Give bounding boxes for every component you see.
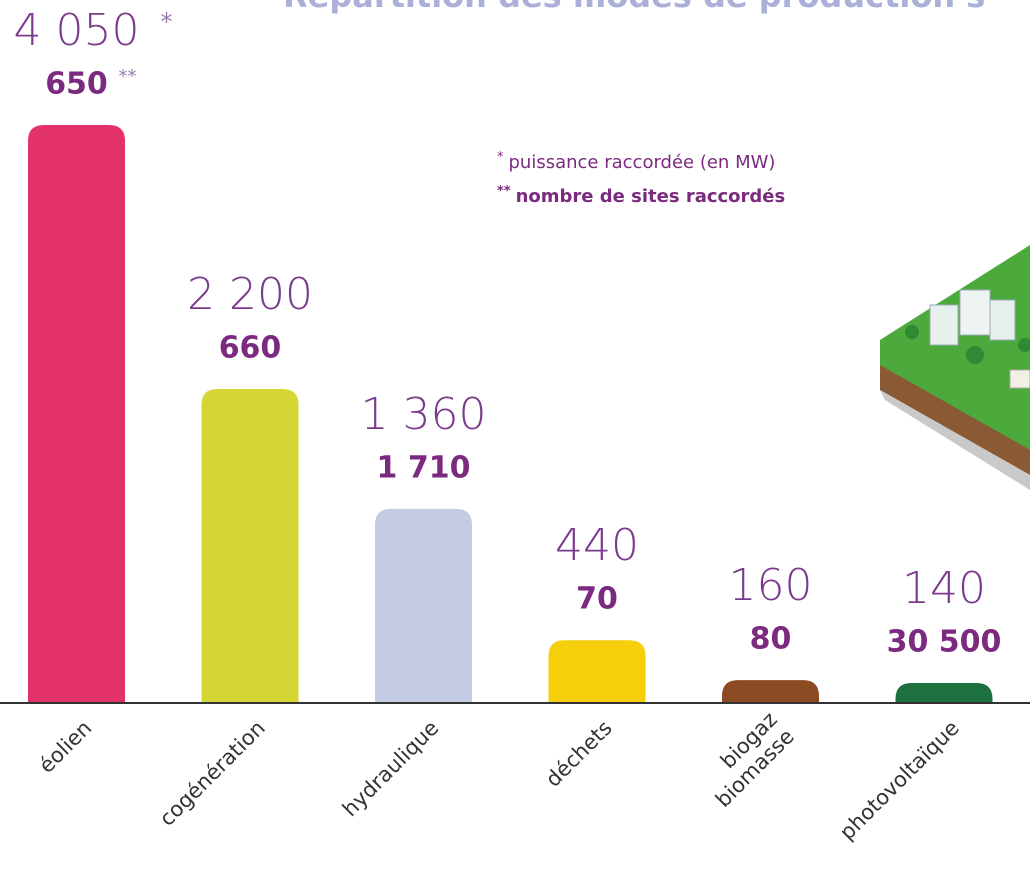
x-tick-label: éolien <box>34 716 96 778</box>
legend-item: ** nombre de sites raccordés <box>497 184 785 208</box>
power-label: 1 360 <box>361 389 487 440</box>
chart-title: Répartition des modes de production s <box>283 0 985 15</box>
sites-label: 80 <box>750 622 792 657</box>
bar <box>549 640 646 703</box>
x-tick-label: photovoltaïque <box>835 716 964 845</box>
sites-label: 660 <box>219 331 282 366</box>
power-label: 140 <box>902 563 986 614</box>
x-tick-label: biogazbiomasse <box>694 707 799 812</box>
legend-marker: ** <box>497 184 511 199</box>
marker: ** <box>119 66 137 87</box>
legend-marker: * <box>497 150 504 165</box>
chart: Répartition des modes de production s 4 … <box>0 0 1030 870</box>
legend-label: nombre de sites raccordés <box>516 186 786 207</box>
legend-label: puissance raccordée (en MW) <box>509 152 776 173</box>
sites-label: 70 <box>576 582 618 617</box>
bar <box>28 125 125 703</box>
illustration <box>880 245 1030 490</box>
x-tick-label: déchets <box>541 716 617 792</box>
bar <box>375 509 472 703</box>
x-tick-label: hydraulique <box>338 716 443 821</box>
marker: * <box>161 8 173 36</box>
x-tick-label: cogénération <box>155 716 270 831</box>
sites-label: 1 710 <box>377 450 471 485</box>
sites-label: 30 500 <box>887 625 1002 660</box>
legend-item: * puissance raccordée (en MW) <box>497 150 775 174</box>
bar <box>722 680 819 703</box>
bar <box>202 389 299 703</box>
sites-label: 650 <box>45 67 108 102</box>
power-label: 4 050 <box>14 5 140 56</box>
power-label: 440 <box>555 520 639 571</box>
bar <box>896 683 993 703</box>
power-label: 2 200 <box>187 269 313 320</box>
power-label: 160 <box>729 560 813 611</box>
